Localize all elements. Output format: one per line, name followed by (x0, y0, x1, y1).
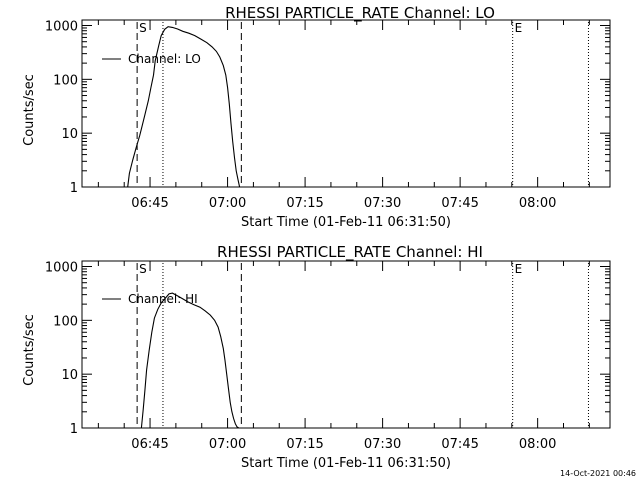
event-marker-label: S (139, 21, 147, 35)
plot-frame (81, 260, 611, 429)
chart-title: RHESSI PARTICLE_RATE Channel: LO (225, 4, 495, 23)
x-tick-label: 07:00 (209, 437, 246, 452)
x-tick-label: 07:30 (364, 437, 401, 452)
x-tick-label: 08:00 (519, 437, 556, 452)
plot-frame (81, 19, 611, 188)
x-tick-label: 07:30 (364, 196, 401, 211)
x-axis-label: Start Time (01-Feb-11 06:31:50) (241, 215, 451, 230)
event-marker-label: E (515, 262, 523, 276)
x-tick-label: 07:15 (286, 196, 323, 211)
event-marker-label: E (515, 21, 523, 35)
x-tick-label: 07:45 (441, 196, 478, 211)
x-tick-label: 06:45 (131, 196, 168, 211)
axes: 1 10 100 1000 06:45 07:00 07:15 07:30 07:45 08:00 (45, 261, 610, 452)
y-axis-label: Counts/sec (22, 314, 37, 386)
x-axis-label: Start Time (01-Feb-11 06:31:50) (241, 456, 451, 471)
x-tick-label: 06:45 (131, 437, 168, 452)
footer-timestamp: 14-Oct-2021 00:46 (560, 469, 636, 478)
legend-entry: Channel: LO (128, 52, 201, 66)
y-tick-label: 10 (61, 368, 78, 383)
y-tick-label: 1000 (45, 261, 78, 276)
data-series (140, 292, 241, 429)
event-marker-label: S (139, 262, 147, 276)
chart-panel-lo: RHESSI PARTICLE_RATE Channel: LO Start T… (22, 4, 611, 230)
x-tick-label: 07:15 (286, 437, 323, 452)
y-tick-label: 1 (70, 181, 78, 196)
y-tick-label: 1 (70, 422, 78, 437)
y-tick-label: 100 (53, 73, 78, 88)
chart-panel-hi: RHESSI PARTICLE_RATE Channel: HI Start T… (22, 243, 611, 471)
x-tick-label: 07:00 (209, 196, 246, 211)
series-line (127, 26, 241, 188)
x-tick-label: 08:00 (519, 196, 556, 211)
x-tick-label: 07:45 (441, 437, 478, 452)
y-tick-label: 100 (53, 314, 78, 329)
chart-title: RHESSI PARTICLE_RATE Channel: HI (217, 243, 483, 262)
y-tick-label: 10 (61, 127, 78, 142)
axes: 1 10 100 1000 06:45 07:00 07:15 07:30 07:45 08:00 (45, 20, 610, 211)
y-tick-label: 1000 (45, 20, 78, 35)
data-series (127, 26, 241, 188)
y-axis-label: Counts/sec (22, 74, 37, 146)
series-line (140, 292, 241, 429)
